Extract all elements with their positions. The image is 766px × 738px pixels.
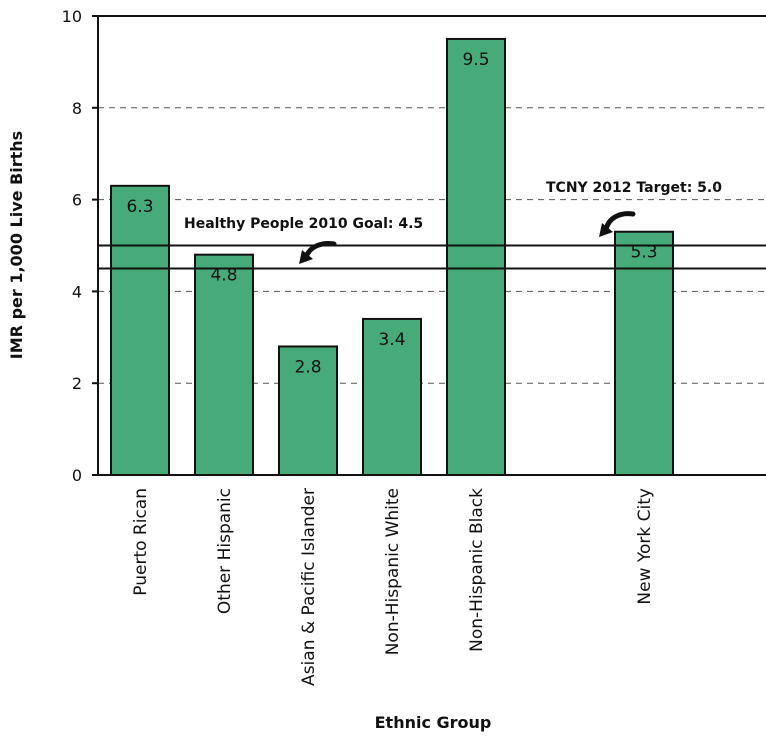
bars bbox=[110, 37, 674, 477]
bar bbox=[110, 184, 170, 477]
x-axis-title: Ethnic Group bbox=[375, 713, 492, 732]
arrow-head-icon bbox=[599, 223, 613, 237]
y-tick-label: 4 bbox=[72, 282, 82, 301]
category-label: New York City bbox=[635, 488, 655, 605]
category-label: Puerto Rican bbox=[131, 488, 151, 596]
category-label: Non-Hispanic White bbox=[383, 488, 403, 655]
x-category-labels: Puerto Rican Other Hispanic Asian & Pacifi… bbox=[131, 488, 655, 686]
value-labels: 6.3 4.8 2.8 3.4 9.5 5.3 bbox=[126, 50, 657, 378]
value-label: 5.3 bbox=[630, 243, 657, 263]
y-tick-label: 6 bbox=[72, 191, 82, 210]
bar bbox=[614, 230, 674, 476]
y-tick-label: 0 bbox=[72, 466, 82, 485]
y-tick-label: 2 bbox=[72, 374, 82, 393]
value-label: 6.3 bbox=[126, 197, 153, 217]
y-tick-label: 10 bbox=[62, 7, 82, 26]
arrow-head-icon bbox=[299, 250, 313, 264]
bar bbox=[446, 37, 506, 476]
y-tick-label: 8 bbox=[72, 99, 82, 118]
axes bbox=[97, 15, 766, 476]
value-label: 3.4 bbox=[378, 330, 405, 350]
reference-line-label: Healthy People 2010 Goal: 4.5 bbox=[184, 216, 423, 232]
bar bbox=[194, 253, 254, 476]
value-label: 9.5 bbox=[462, 50, 489, 70]
y-axis-title: IMR per 1,000 Live Births bbox=[7, 131, 26, 359]
value-label: 4.8 bbox=[210, 266, 237, 286]
arrow-icon bbox=[603, 211, 636, 233]
category-label: Asian & Pacific Islander bbox=[299, 488, 319, 686]
reference-lines: TCNY 2012 Target: 5.0 Healthy People 2010… bbox=[98, 180, 766, 270]
reference-line-label: TCNY 2012 Target: 5.0 bbox=[546, 180, 722, 196]
category-label: Other Hispanic bbox=[215, 488, 235, 614]
category-label: Non-Hispanic Black bbox=[467, 488, 487, 652]
bar bbox=[278, 345, 338, 477]
value-label: 2.8 bbox=[294, 357, 321, 377]
y-tick-labels: 0 2 4 6 8 10 bbox=[62, 7, 98, 485]
